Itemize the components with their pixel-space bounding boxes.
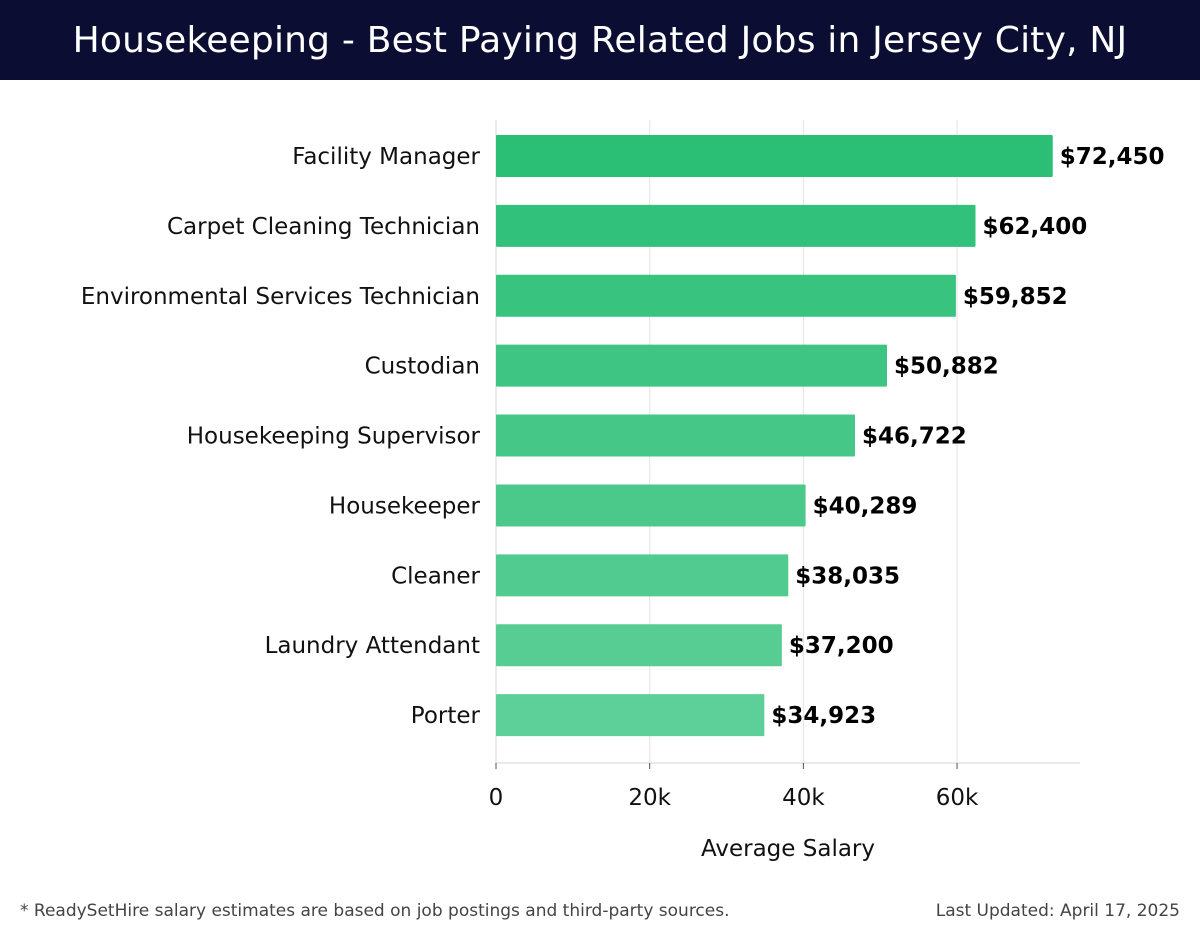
category-label: Carpet Cleaning Technician [167,214,480,240]
bar [496,694,765,737]
x-tick-label: 40k [782,785,825,811]
x-tick-label: 0 [489,785,504,811]
value-label: $34,923 [771,703,876,729]
x-tick-label: 60k [936,785,979,811]
category-label: Housekeeper [329,493,481,519]
x-tick-label: 20k [628,785,671,811]
last-updated: Last Updated: April 17, 2025 [935,901,1180,921]
bar [496,274,956,317]
category-label: Environmental Services Technician [81,284,480,310]
category-label: Cleaner [391,563,480,589]
value-label: $37,200 [789,633,894,659]
bar [496,204,976,247]
value-label: $40,289 [813,493,918,519]
value-label: $72,450 [1060,144,1165,170]
x-axis-title: Average Salary [701,836,875,862]
chart-title: Housekeeping - Best Paying Related Jobs … [72,19,1128,61]
value-label: $50,882 [894,354,999,380]
bar [496,344,887,387]
bar [496,554,789,597]
value-label: $62,400 [982,214,1087,240]
category-label: Housekeeping Supervisor [187,424,481,450]
bar [496,135,1053,177]
source-note: * ReadySetHire salary estimates are base… [20,901,730,921]
value-label: $38,035 [795,563,900,589]
category-label: Facility Manager [292,144,480,170]
chart-header: Housekeeping - Best Paying Related Jobs … [0,0,1200,80]
category-label: Porter [411,703,481,729]
bar [496,414,856,457]
value-label: $59,852 [963,284,1068,310]
category-label: Custodian [365,354,480,380]
category-label: Laundry Attendant [265,633,480,659]
value-label: $46,722 [862,424,967,450]
bar [496,484,806,527]
bar [496,624,782,667]
